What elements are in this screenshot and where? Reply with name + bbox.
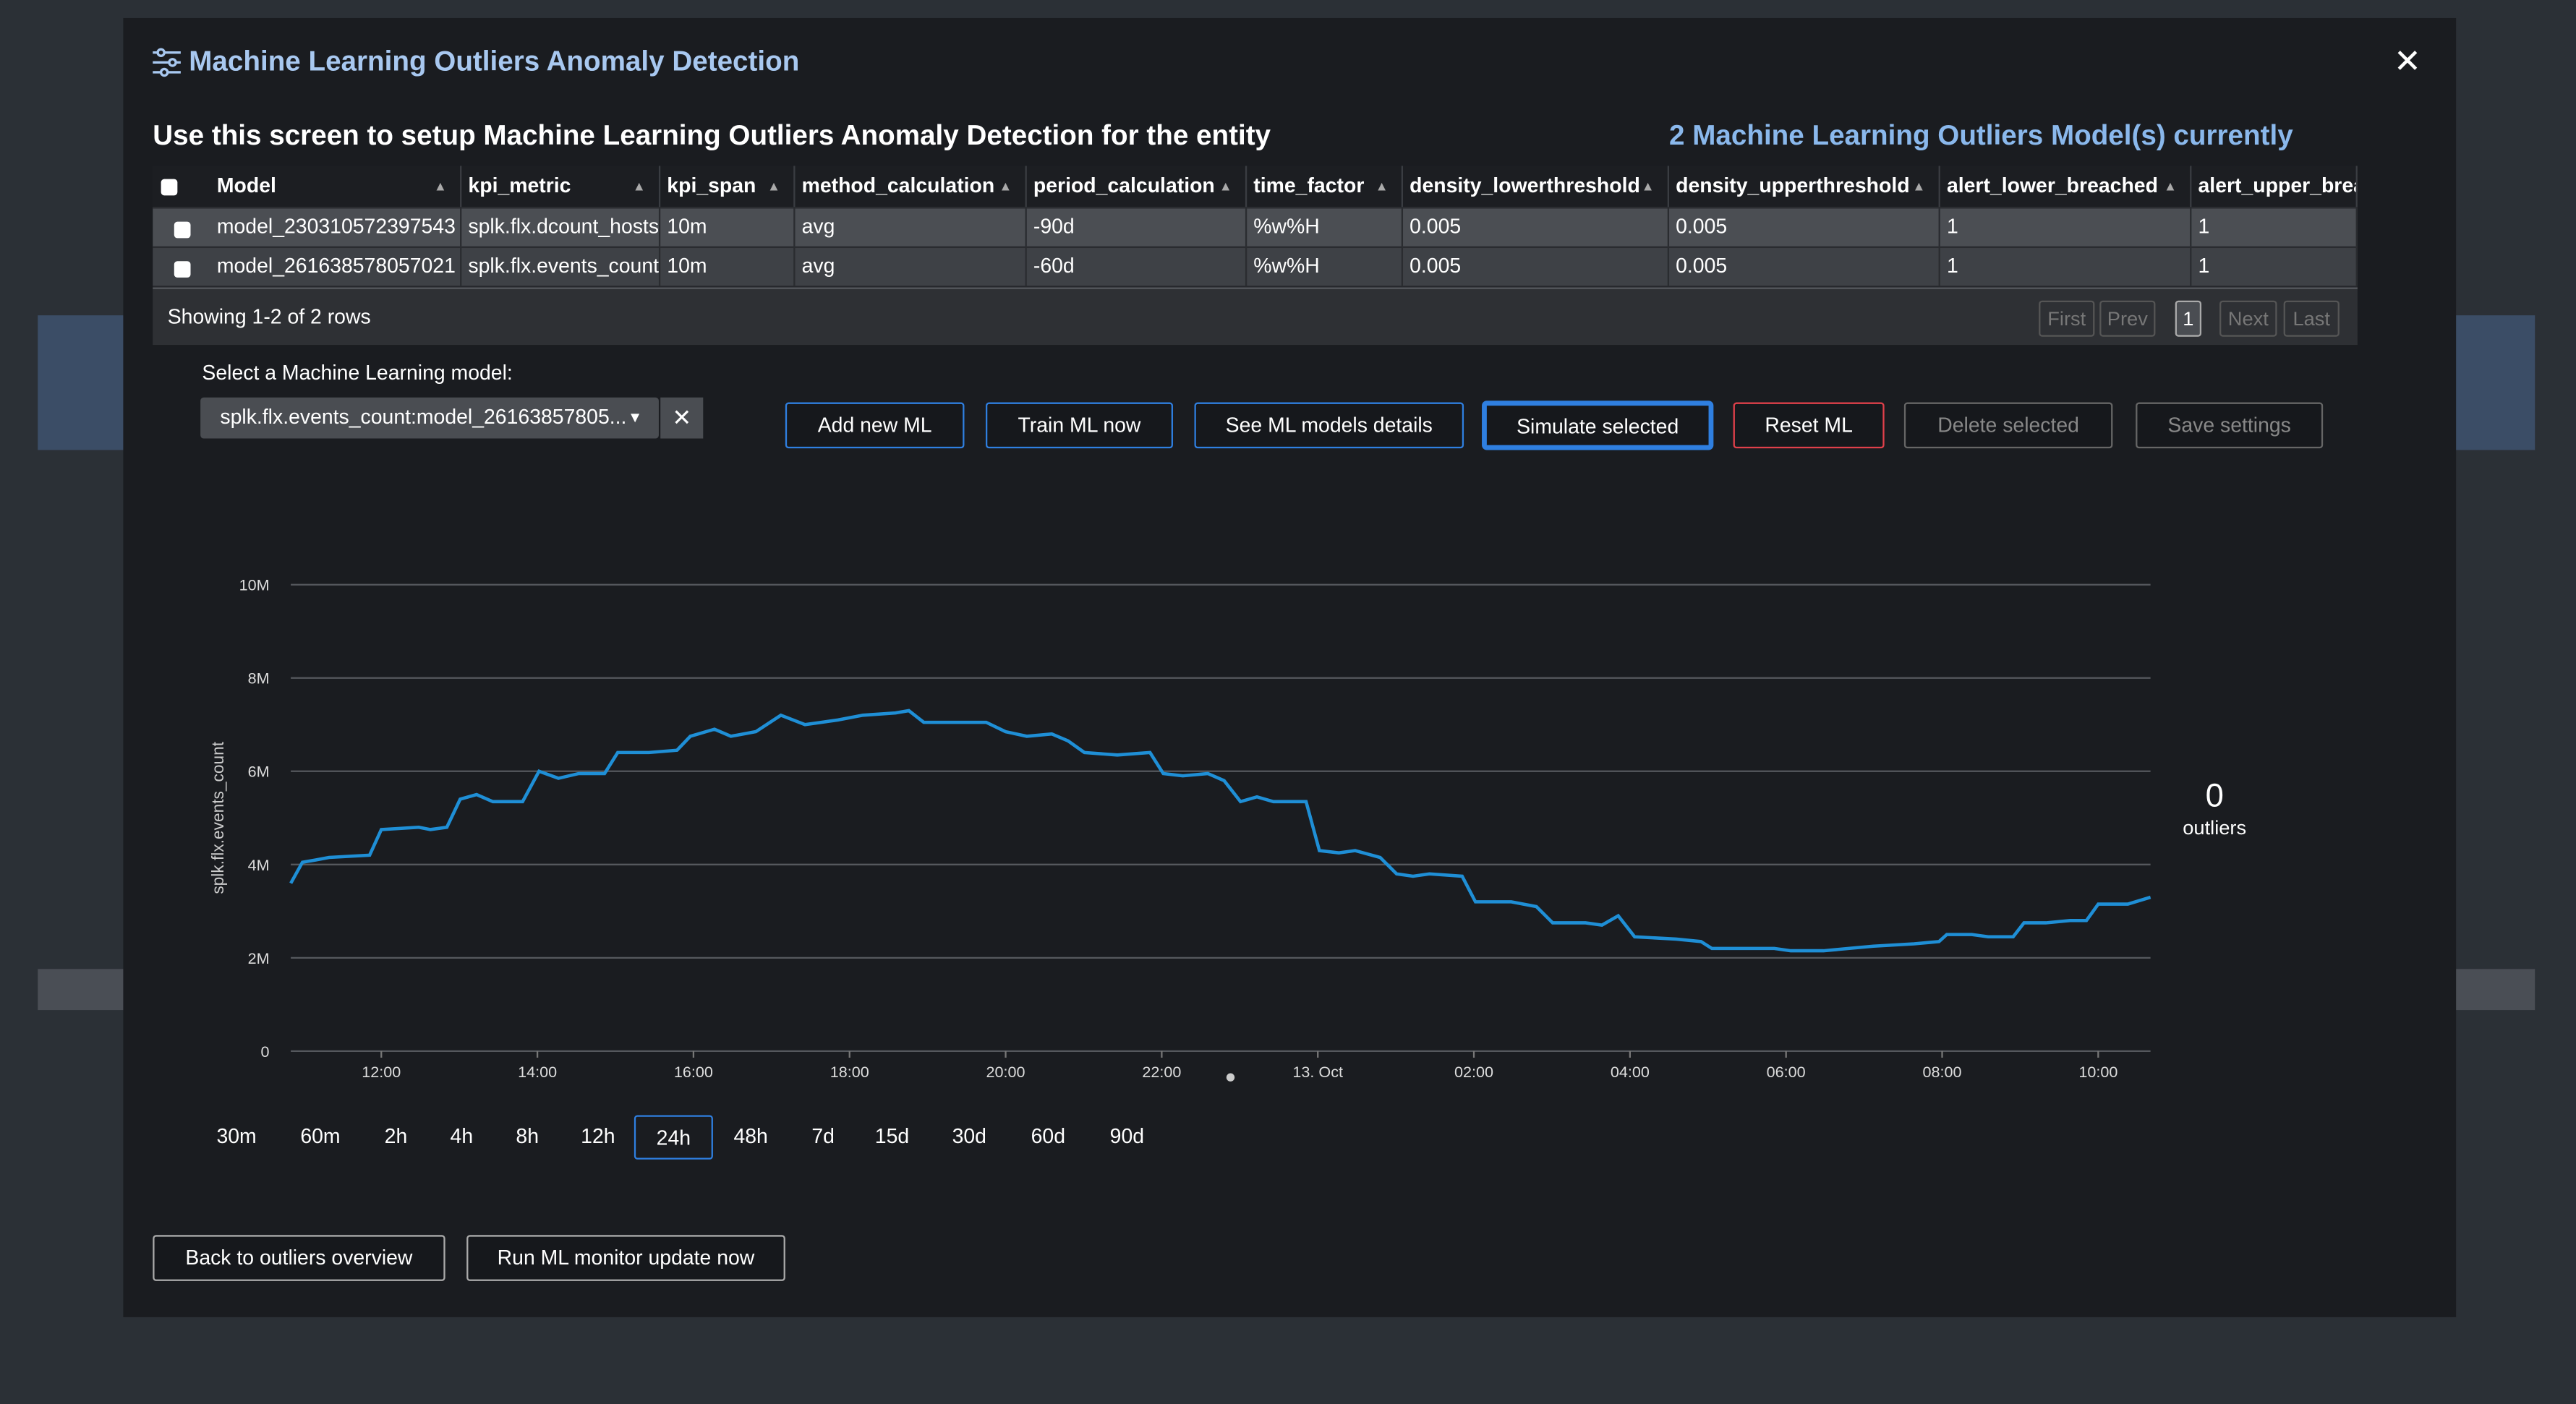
sort-arrow: ▲ bbox=[2163, 179, 2177, 194]
pager-button[interactable]: Prev bbox=[2099, 300, 2156, 337]
footer-button[interactable]: Back to outliers overview bbox=[153, 1235, 445, 1281]
time-range-tab[interactable]: 30m bbox=[216, 1125, 257, 1148]
time-range-tab[interactable]: 24h bbox=[634, 1115, 713, 1160]
clear-button[interactable]: ✕ bbox=[660, 397, 704, 439]
subtitle: Use this screen to setup Machine Learnin… bbox=[153, 119, 1271, 151]
action-button[interactable]: See ML models details bbox=[1194, 402, 1464, 449]
model-dropdown[interactable]: splk.flx.events_count:model_26163857805.… bbox=[200, 397, 659, 439]
time-range-tab[interactable]: 60m bbox=[300, 1125, 341, 1148]
pager-button[interactable]: 1 bbox=[2175, 300, 2202, 337]
time-range-tab[interactable]: 7d bbox=[811, 1125, 835, 1148]
time-range-tab[interactable]: 8h bbox=[516, 1125, 539, 1148]
action-button[interactable]: Delete selected bbox=[1903, 402, 2113, 449]
table-cell: 0.005 bbox=[1669, 246, 1940, 286]
row-checkbox[interactable] bbox=[174, 261, 191, 278]
table-cell: splk.flx.events_count bbox=[461, 246, 661, 286]
table: Model ▲ kpi_metric ▲ kpi_span ▲ method_calcula… bbox=[153, 166, 2358, 346]
action-button[interactable]: Simulate selected bbox=[1483, 402, 1713, 449]
sort-arrow: ▲ bbox=[1641, 179, 1655, 194]
column-header: kpi_span ▲ bbox=[660, 166, 796, 207]
dropdown-caret: ▼ bbox=[627, 408, 643, 426]
action-button[interactable]: Train ML now bbox=[986, 402, 1173, 449]
column-header: kpi_metric ▲ bbox=[461, 166, 661, 207]
table-row bbox=[153, 207, 2358, 247]
close-button[interactable]: ✕ bbox=[2393, 44, 2421, 81]
table-cell: 1 bbox=[1940, 246, 2192, 286]
pager-button[interactable]: First bbox=[2039, 300, 2095, 337]
column-header: alert_lower_breached ▲ bbox=[1940, 166, 2192, 207]
table-cell: %w%H bbox=[1247, 246, 1404, 286]
sort-arrow: ▲ bbox=[632, 179, 646, 194]
time-range-tab[interactable]: 4h bbox=[450, 1125, 474, 1148]
table-cell: 1 bbox=[2191, 246, 2358, 286]
time-range-tab[interactable]: 12h bbox=[581, 1125, 615, 1148]
action-button[interactable]: Save settings bbox=[2136, 402, 2324, 449]
modal: Machine Learning Outliers Anomaly Detect… bbox=[123, 17, 2457, 1317]
table-cell: -90d bbox=[1027, 207, 1248, 247]
pager-button[interactable]: Next bbox=[2219, 300, 2277, 337]
table-footer: Showing 1-2 of 2 rows bbox=[167, 305, 371, 329]
table-cell: 1 bbox=[1940, 207, 2192, 247]
pager-button[interactable]: Last bbox=[2283, 300, 2340, 337]
footer-button[interactable]: Run ML monitor update now bbox=[466, 1235, 785, 1281]
sort-arrow: ▲ bbox=[767, 179, 781, 194]
header-row bbox=[153, 166, 2358, 207]
settings-icon bbox=[153, 48, 181, 77]
time-range-tab[interactable]: 2h bbox=[384, 1125, 408, 1148]
column-header: time_factor ▲ bbox=[1247, 166, 1404, 207]
column-header: Model ▲ bbox=[210, 166, 462, 207]
table-cell: 0.005 bbox=[1669, 207, 1940, 247]
model-count: 2 Machine Learning Outliers Model(s) cur… bbox=[1669, 119, 2293, 151]
sort-arrow: ▲ bbox=[1219, 179, 1232, 194]
table-cell: model_230310572397543 bbox=[210, 207, 462, 247]
time-range-tab[interactable]: 30d bbox=[952, 1125, 986, 1148]
column-header: density_lowerthreshold ▲ bbox=[1403, 166, 1670, 207]
time-range-tab[interactable]: 90d bbox=[1109, 1125, 1145, 1148]
table-cell: avg bbox=[795, 207, 1027, 247]
row-checkbox[interactable] bbox=[174, 221, 191, 239]
table-footer-bar bbox=[153, 287, 2358, 346]
table-cell: 10m bbox=[660, 246, 796, 286]
table-cell: -60d bbox=[1027, 246, 1248, 286]
column-header: density_upperthreshold ▲ bbox=[1669, 166, 1940, 207]
table-cell: 10m bbox=[660, 207, 796, 247]
column-header: method_calculation ▲ bbox=[795, 166, 1027, 207]
dropdown-value: splk.flx.events_count:model_26163857805.… bbox=[220, 406, 627, 429]
table-cell: model_261638578057021 bbox=[210, 246, 462, 286]
table-cell: avg bbox=[795, 246, 1027, 286]
table-cell: 0.005 bbox=[1403, 207, 1670, 247]
sort-arrow: ▲ bbox=[1912, 179, 1926, 194]
modal-title: Machine Learning Outliers Anomaly Detect… bbox=[189, 46, 800, 77]
sort-arrow: ▲ bbox=[999, 179, 1012, 194]
sort-arrow: ▲ bbox=[1375, 179, 1389, 194]
table-row bbox=[153, 246, 2358, 286]
select-label: Select a Machine Learning model: bbox=[202, 361, 513, 385]
table-cell: 0.005 bbox=[1403, 246, 1670, 286]
time-range-tab[interactable]: 60d bbox=[1031, 1125, 1066, 1148]
action-button[interactable]: Reset ML bbox=[1733, 402, 1885, 449]
time-range-tab[interactable]: 15d bbox=[874, 1125, 910, 1148]
column-header: period_calculation ▲ bbox=[1027, 166, 1248, 207]
row-checkbox[interactable] bbox=[161, 179, 178, 196]
action-button[interactable]: Add new ML bbox=[785, 402, 965, 449]
sort-arrow: ▲ bbox=[433, 179, 447, 194]
column-header: alert_upper_brea bbox=[2191, 166, 2358, 207]
time-range-tab[interactable]: 48h bbox=[733, 1125, 768, 1148]
table-cell: 1 bbox=[2191, 207, 2358, 247]
table-cell: splk.flx.dcount_hosts bbox=[461, 207, 661, 247]
table-cell: %w%H bbox=[1247, 207, 1404, 247]
